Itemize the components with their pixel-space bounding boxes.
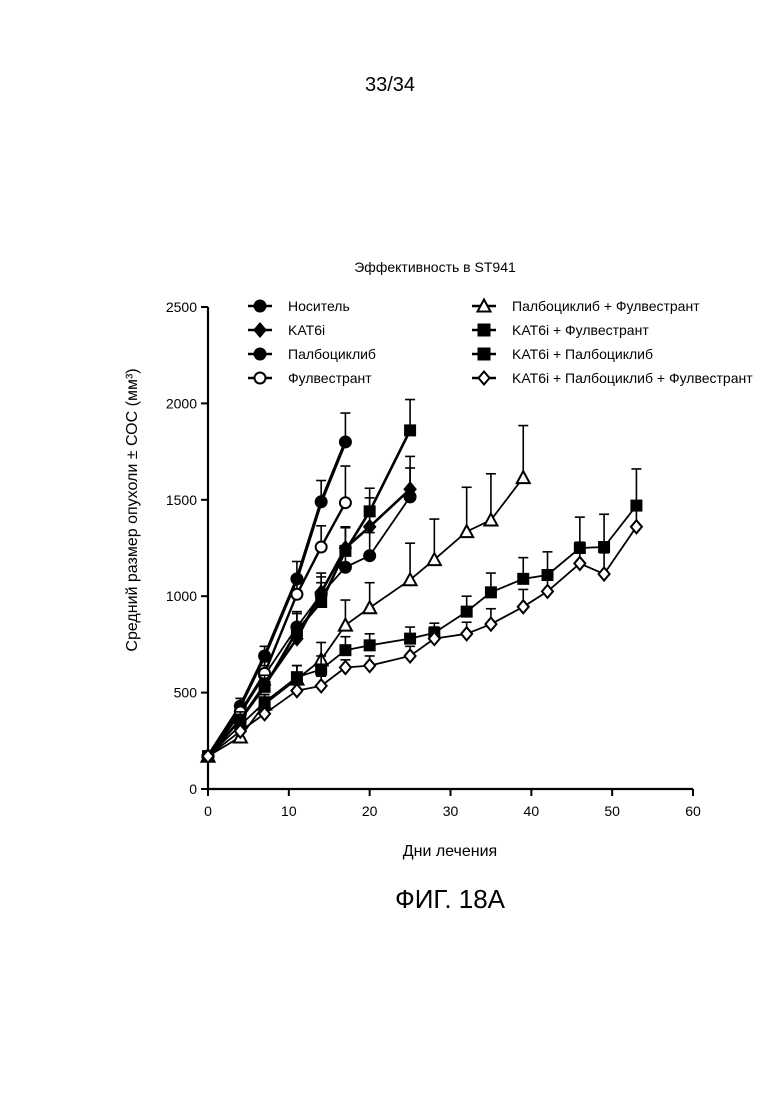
data-point [405,425,415,435]
legend-right-entry: KAT6i + Палбоциклиб [472,346,653,362]
data-point [460,525,473,537]
data-point [363,601,376,613]
data-point [405,491,416,502]
data-point [340,436,351,447]
y-tick-label: 0 [189,781,197,797]
legend-label: KAT6i + Палбоциклиб + Фулвестрант [512,370,753,386]
y-tick-label: 1000 [166,588,197,604]
data-point [340,497,351,508]
series-4 [203,466,351,762]
x-tick-label: 50 [604,803,620,819]
figure-caption: ФИГ. 18А [0,884,780,915]
data-point [316,597,326,607]
legend-right-entry: KAT6i + Фулвестрант [472,322,649,338]
legend-left-entry: Носитель [248,298,350,314]
legend-label: Фулвестрант [288,370,372,386]
legend-marker [255,301,266,312]
data-point [405,649,416,662]
y-tick-label: 1500 [166,492,197,508]
data-point [316,679,327,692]
data-point [292,626,302,636]
data-point [517,471,530,483]
series-line [208,506,636,757]
data-point [340,645,350,655]
data-point [340,562,351,573]
data-point [486,587,496,597]
legend-right-entry: Палбоциклиб + Фулвестрант [472,298,700,314]
series-8 [203,504,642,763]
legend-marker [255,349,266,360]
data-point [316,496,327,507]
data-point [291,684,302,697]
data-point [462,607,472,617]
data-point [599,542,609,552]
legend-marker [255,373,266,384]
data-point [542,585,553,598]
x-tick-label: 20 [362,803,378,819]
data-point [316,542,327,553]
legend-right-entry: KAT6i + Палбоциклиб + Фулвестрант [472,370,753,386]
data-point [260,682,270,692]
y-axis-label: Средний размер опухоли ± СОС (мм³) [124,368,141,651]
x-tick-label: 30 [443,803,459,819]
data-point [485,618,496,631]
legend-label: KAT6i + Палбоциклиб [512,346,653,362]
legend-marker [255,324,266,337]
efficacy-chart: Эффективность в ST941 0 10 20 30 40 50 60 0 500 1… [0,0,780,1103]
legend-left-entry: Фулвестрант [248,370,372,386]
data-point [364,550,375,561]
data-point [340,661,351,674]
y-tick-label: 500 [174,685,198,701]
x-tick-label: 0 [204,803,212,819]
data-point [574,557,585,570]
plot-area [202,400,642,763]
legend: Носитель KAT6i Палбоциклиб Фулвестрант Палбо… [248,298,753,386]
y-tick-label: 2500 [166,299,197,315]
legend-label: KAT6i [288,322,325,338]
series-7 [203,469,641,761]
legend-label: Палбоциклиб + Фулвестрант [512,298,700,314]
chart-title: Эффективность в ST941 [354,259,516,275]
data-point [340,546,350,556]
data-point [518,600,529,613]
data-point [316,664,326,674]
y-tick-label: 2000 [166,395,197,411]
data-point [291,589,302,600]
data-point [364,659,375,672]
legend-left-entry: KAT6i [248,322,325,338]
x-tick-label: 40 [524,803,540,819]
legend-label: Палбоциклиб [288,346,376,362]
x-tick-label: 60 [685,803,701,819]
legend-label: Носитель [288,298,350,314]
legend-marker [479,325,490,336]
data-point [461,627,472,640]
legend-label: KAT6i + Фулвестрант [512,322,649,338]
legend-marker [479,349,490,360]
data-point [260,697,270,707]
x-tick-label: 10 [281,803,297,819]
data-point [518,574,528,584]
data-point [365,640,375,650]
data-point [339,619,352,631]
data-point [259,650,270,661]
data-point [405,634,415,644]
data-point [292,672,302,682]
series-5 [202,426,530,762]
data-point [365,506,375,516]
x-axis-label: Дни лечения [403,843,497,860]
legend-marker [479,372,490,385]
legend-left-entry: Палбоциклиб [248,346,376,362]
